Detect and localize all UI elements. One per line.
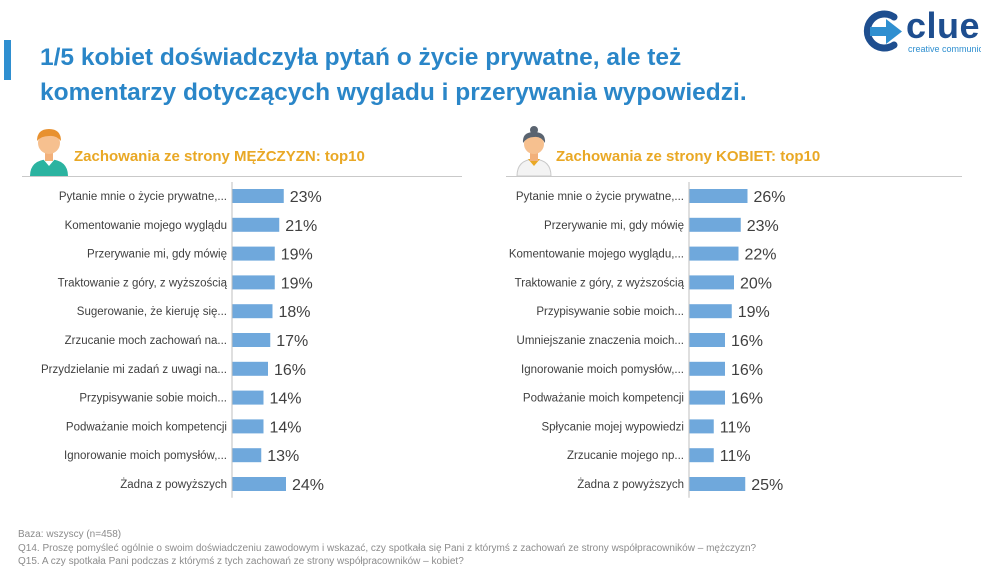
men-bar	[232, 333, 271, 347]
women-bar	[689, 419, 714, 434]
women-bar	[689, 333, 725, 347]
women-value-label: 11%	[720, 419, 751, 436]
footer-q15: Q15. A czy spotkała Pani podczas z który…	[18, 556, 464, 567]
men-category-label: Żadna z powyższych	[120, 478, 227, 491]
title-line-2: komentarzy dotyczących wygladu i przeryw…	[40, 79, 747, 106]
men-value-label: 13%	[267, 448, 299, 465]
women-bar	[689, 361, 725, 376]
men-value-label: 19%	[281, 275, 313, 292]
logo-tagline: creative communication	[908, 44, 981, 54]
clue-logo: clue creative communication	[858, 5, 981, 56]
men-value-label: 19%	[281, 247, 313, 264]
men-bar	[232, 390, 264, 405]
men-value-label: 18%	[279, 304, 311, 321]
women-bar	[689, 246, 739, 261]
men-value-label: 17%	[276, 333, 308, 350]
men-panel-title: Zachowania ze strony MĘŻCZYZN: top10	[74, 148, 365, 165]
women-bar	[689, 217, 741, 232]
women-category-label: Umniejszanie znaczenia moich...	[517, 335, 684, 347]
women-bar	[689, 275, 734, 290]
men-panel-divider	[22, 176, 462, 177]
men-category-label: Komentowanie mojego wyglądu	[65, 220, 227, 232]
women-bar	[689, 390, 725, 405]
men-bar	[232, 275, 275, 290]
men-category-label: Sugerowanie, że kieruję się...	[77, 306, 227, 318]
women-value-label: 16%	[731, 362, 763, 379]
page-title: 1/5 kobiet doświadczyła pytań o życie pr…	[40, 40, 800, 110]
footer-q14: Q14. Proszę pomyśleć ogólnie o swoim doś…	[18, 542, 757, 554]
logo-wordmark: clue	[906, 5, 981, 46]
arrow-logo-icon	[863, 10, 902, 52]
women-panel-title: Zachowania ze strony KOBIET: top10	[556, 148, 821, 165]
women-category-label: Pytanie mnie o życie prywatne,...	[516, 191, 684, 203]
men-value-label: 23%	[290, 189, 322, 206]
women-category-label: Spłycanie mojej wypowiedzi	[541, 421, 684, 433]
men-value-label: 21%	[285, 218, 317, 235]
men-category-label: Pytanie mnie o życie prywatne,...	[59, 191, 227, 203]
women-panel-divider	[506, 176, 962, 177]
men-bar	[232, 477, 286, 491]
men-category-label: Przypisywanie sobie moich...	[79, 393, 227, 405]
women-category-label: Żadna z powyższych	[577, 478, 684, 491]
women-bar	[689, 304, 732, 319]
women-category-label: Zrzucanie mojego np...	[567, 450, 684, 462]
men-category-label: Podważanie moich kompetencji	[66, 421, 227, 433]
men-value-label: 14%	[270, 419, 302, 436]
women-bar-chart: Pytanie mnie o życie prywatne,... 26% Prze…	[509, 182, 786, 498]
men-value-label: 24%	[292, 477, 324, 494]
men-bar	[232, 304, 273, 319]
men-category-label: Zrzucanie moch zachowań na...	[65, 335, 227, 347]
male-avatar-icon	[30, 129, 68, 176]
women-category-label: Przerywanie mi, gdy mówię	[544, 220, 684, 232]
women-value-label: 22%	[745, 247, 777, 264]
men-category-label: Traktowanie z góry, z wyższością	[58, 277, 228, 289]
men-bar	[232, 361, 268, 376]
women-bar	[689, 448, 714, 463]
women-value-label: 19%	[738, 304, 770, 321]
title-accent-bar	[4, 40, 11, 80]
men-category-label: Przydzielanie mi zadań z uwagi na...	[41, 364, 227, 376]
women-value-label: 16%	[731, 391, 763, 408]
men-bar	[232, 419, 264, 434]
men-value-label: 16%	[274, 362, 306, 379]
footer-base: Baza: wszyscy (n=458)	[18, 529, 122, 540]
women-category-label: Ignorowanie moich pomysłów,...	[521, 364, 684, 376]
women-category-label: Podważanie moich kompetencji	[523, 393, 684, 405]
female-avatar-icon	[516, 126, 552, 176]
men-bar	[232, 448, 262, 463]
women-value-label: 26%	[754, 189, 786, 206]
footer-notes: Baza: wszyscy (n=458) Q14. Proszę pomyśl…	[18, 528, 756, 569]
women-value-label: 23%	[747, 218, 779, 235]
women-category-label: Komentowanie mojego wyglądu,...	[509, 249, 684, 261]
men-category-label: Przerywanie mi, gdy mówię	[87, 249, 227, 261]
women-bar	[689, 189, 748, 203]
women-value-label: 25%	[751, 477, 783, 494]
men-bar	[232, 189, 284, 203]
men-bar	[232, 217, 280, 232]
women-bar	[689, 477, 746, 491]
men-value-label: 14%	[270, 391, 302, 408]
title-line-1: 1/5 kobiet doświadczyła pytań o życie pr…	[40, 44, 682, 71]
women-value-label: 20%	[740, 275, 772, 292]
women-value-label: 16%	[731, 333, 763, 350]
women-category-label: Traktowanie z góry, z wyższością	[515, 277, 685, 289]
men-bar-chart: Pytanie mnie o życie prywatne,... 23% Kome…	[41, 182, 324, 498]
men-category-label: Ignorowanie moich pomysłów,...	[64, 450, 227, 462]
women-category-label: Przypisywanie sobie moich...	[536, 306, 684, 318]
men-bar	[232, 246, 275, 261]
women-value-label: 11%	[720, 448, 751, 465]
